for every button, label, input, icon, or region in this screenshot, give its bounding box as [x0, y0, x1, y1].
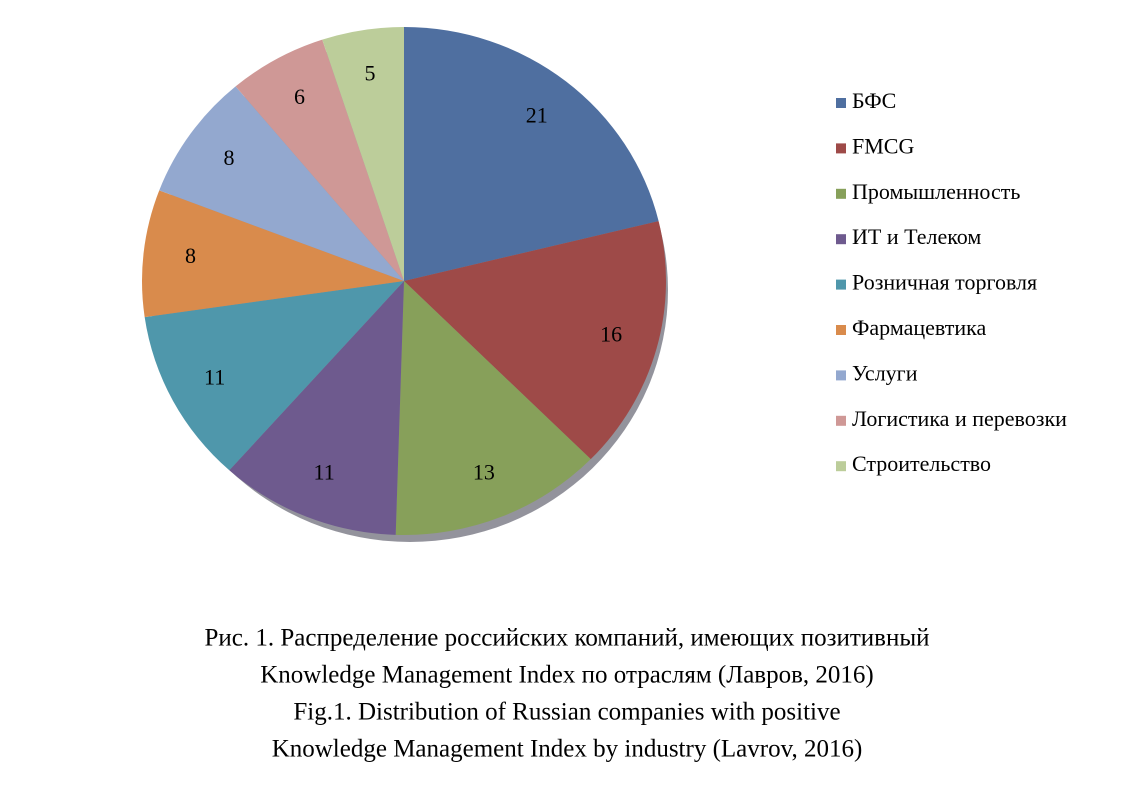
legend-swatch	[836, 279, 846, 290]
legend-label: Фармацевтика	[852, 315, 986, 340]
data-label: 5	[365, 60, 376, 85]
legend-swatch	[836, 461, 846, 472]
pie-slice	[395, 281, 591, 536]
legend-swatch	[836, 415, 846, 426]
legend-label: ИТ и Телеком	[852, 224, 981, 249]
legend-label: Строительство	[852, 451, 991, 476]
data-label: 11	[314, 459, 335, 484]
pie-slice	[229, 281, 404, 535]
legend-label: FMCG	[852, 133, 914, 158]
data-label: 8	[223, 145, 234, 170]
pie-slice	[142, 190, 405, 318]
legend-label: Розничная торговля	[852, 270, 1037, 295]
caption-line: Рис. 1. Распределение российских компани…	[204, 625, 929, 652]
pie-slice	[404, 221, 666, 460]
pie-slice	[144, 281, 404, 471]
data-label: 21	[526, 102, 548, 127]
legend-label: Промышленность	[852, 179, 1020, 204]
pie-slice	[235, 39, 404, 282]
legend-label: Услуги	[852, 360, 918, 385]
legend-swatch	[836, 143, 846, 154]
legend-swatch	[836, 370, 846, 381]
pie-slice	[404, 27, 659, 281]
caption-line: Knowledge Management Index by industry (…	[272, 736, 863, 763]
data-label: 8	[185, 243, 196, 268]
caption-line: Knowledge Management Index по отраслям (…	[260, 662, 874, 689]
legend-swatch	[836, 234, 846, 245]
legend-label: БФС	[852, 88, 896, 113]
data-label: 6	[294, 84, 305, 109]
legend-swatch	[836, 188, 846, 199]
legend-label: Логистика и перевозки	[852, 406, 1067, 431]
legend-swatch	[836, 98, 846, 108]
pie-slice	[159, 86, 404, 281]
data-label: 16	[600, 322, 622, 347]
caption-line: Fig.1. Distribution of Russian companies…	[293, 699, 840, 726]
data-label: 13	[473, 459, 495, 484]
legend-swatch	[836, 325, 846, 335]
pie-slice	[322, 27, 404, 281]
data-label: 11	[204, 364, 225, 389]
